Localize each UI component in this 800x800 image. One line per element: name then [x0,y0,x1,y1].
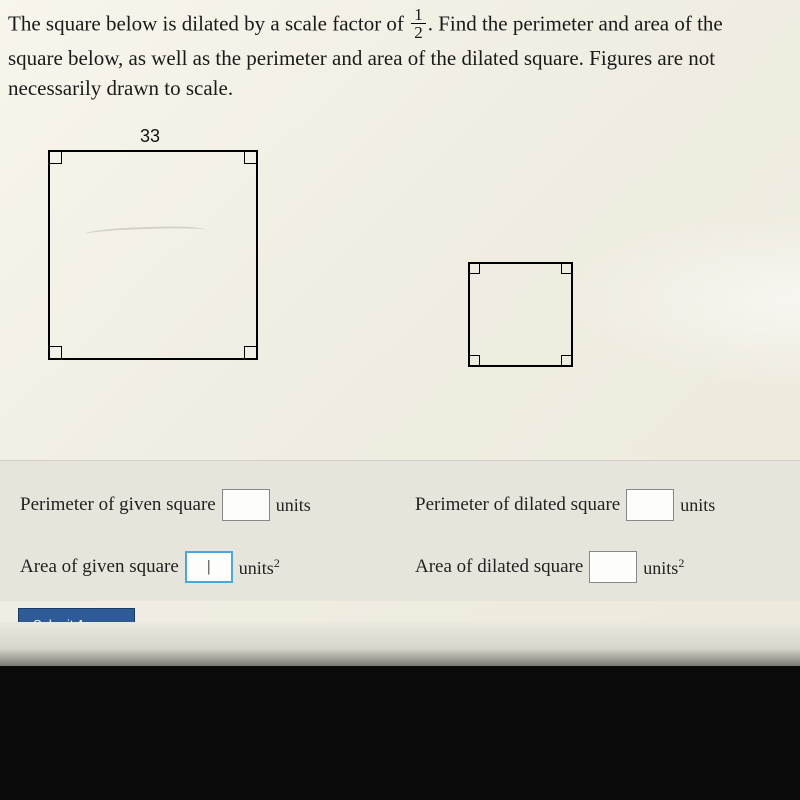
problem-text-line3: necessarily drawn to scale. [8,76,233,100]
dilated-square [468,262,573,367]
fraction-denominator: 2 [411,24,426,41]
units-squared-label: units2 [239,556,280,579]
given-square [48,150,258,360]
units-squared-label: units2 [643,556,684,579]
problem-text-line2: square below, as well as the perimeter a… [8,46,715,70]
right-angle-mark-icon [244,152,256,164]
page-root: The square below is dilated by a scale f… [0,0,800,800]
given-perimeter-label: Perimeter of given square [20,494,216,516]
dilated-perimeter-row: Perimeter of dilated square units [415,489,780,521]
right-angle-mark-icon [470,264,480,274]
fraction-half: 12 [411,6,426,41]
dilated-area-row: Area of dilated square units2 [415,551,780,583]
fraction-numerator: 1 [411,6,426,24]
problem-text-part2: . Find the perimeter and area of the [428,11,723,35]
problem-statement: The square below is dilated by a scale f… [0,0,800,104]
dilated-perimeter-input[interactable] [626,489,674,521]
dilated-area-label: Area of dilated square [415,556,583,578]
right-angle-mark-icon [470,355,480,365]
squared-superscript: 2 [678,556,684,570]
given-area-row: Area of given square units2 [20,551,385,583]
figures-area: 33 [0,122,800,412]
right-angle-mark-icon [50,152,62,164]
units-label: units [276,495,311,516]
given-perimeter-row: Perimeter of given square units [20,489,385,521]
problem-text-part1: The square below is dilated by a scale f… [8,11,409,35]
given-area-label: Area of given square [20,556,179,578]
answer-panel: Perimeter of given square units Perimete… [0,460,800,601]
right-angle-mark-icon [561,264,571,274]
right-angle-mark-icon [561,355,571,365]
units2-text: units [239,558,274,578]
side-length-label: 33 [140,126,160,147]
right-angle-mark-icon [244,346,256,358]
squared-superscript: 2 [274,556,280,570]
dilated-area-input[interactable] [589,551,637,583]
given-perimeter-input[interactable] [222,489,270,521]
laptop-bezel [0,660,800,800]
right-angle-mark-icon [50,346,62,358]
units-label: units [680,495,715,516]
given-area-input[interactable] [185,551,233,583]
dilated-perimeter-label: Perimeter of dilated square [415,494,620,516]
units2-text: units [643,558,678,578]
